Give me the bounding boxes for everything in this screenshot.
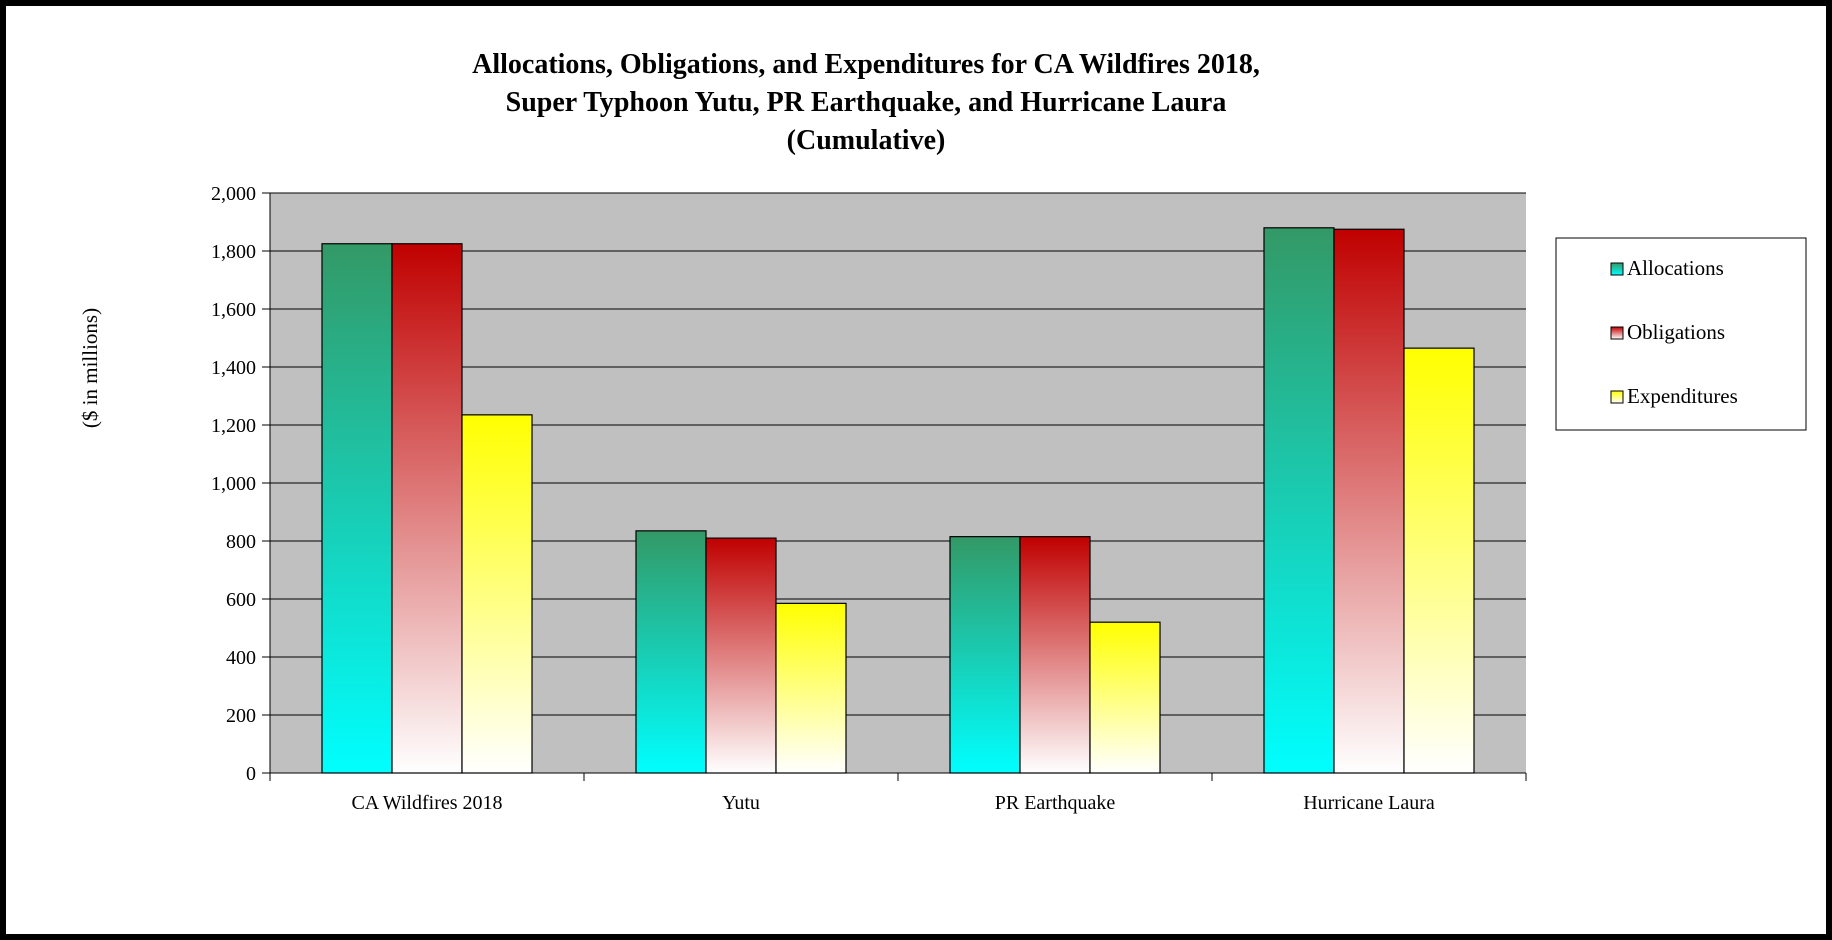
bar-expenditures <box>461 414 533 774</box>
y-tick-label: 200 <box>226 705 256 727</box>
y-axis-label: ($ in millions) <box>78 308 102 428</box>
y-tick-label: 600 <box>226 589 256 611</box>
y-tick-label: 1,400 <box>211 357 256 379</box>
legend-swatch <box>1610 262 1624 276</box>
y-tick-label: 400 <box>226 647 256 669</box>
y-tick-label: 800 <box>226 531 256 553</box>
bar-obligations <box>705 537 777 774</box>
y-tick-label: 2,000 <box>211 183 256 205</box>
bar-obligations <box>1333 228 1405 774</box>
bar-allocations <box>635 530 707 774</box>
bar-allocations <box>1263 227 1335 774</box>
bar-expenditures <box>775 602 847 774</box>
legend-label: Allocations <box>1627 256 1724 280</box>
legend-label: Obligations <box>1627 320 1725 344</box>
chart-title-line-1: Allocations, Obligations, and Expenditur… <box>472 49 1260 80</box>
bar-expenditures <box>1089 621 1161 774</box>
bar-obligations <box>1019 536 1091 774</box>
chart-title-line-2: Super Typhoon Yutu, PR Earthquake, and H… <box>505 87 1227 118</box>
y-tick-label: 0 <box>246 763 256 785</box>
bar-expenditures <box>1403 347 1475 774</box>
x-category-label: Yutu <box>722 792 760 814</box>
x-category-label: Hurricane Laura <box>1303 792 1435 814</box>
chart-title: Allocations, Obligations, and Expenditur… <box>6 46 1726 160</box>
y-tick-label: 1,000 <box>211 473 256 495</box>
x-category-label: PR Earthquake <box>995 792 1116 814</box>
y-tick-label: 1,600 <box>211 299 256 321</box>
y-tick-label: 1,800 <box>211 241 256 263</box>
bar-allocations <box>949 536 1021 774</box>
x-category-label: CA Wildfires 2018 <box>351 792 502 814</box>
legend-swatch <box>1610 390 1624 404</box>
legend-label: Expenditures <box>1627 384 1738 408</box>
chart-title-line-3: (Cumulative) <box>786 125 946 156</box>
bar-obligations <box>391 243 463 774</box>
bar-allocations <box>321 243 393 774</box>
legend-box <box>1555 237 1807 431</box>
y-tick-label: 1,200 <box>211 415 256 437</box>
legend-swatch <box>1610 326 1624 340</box>
